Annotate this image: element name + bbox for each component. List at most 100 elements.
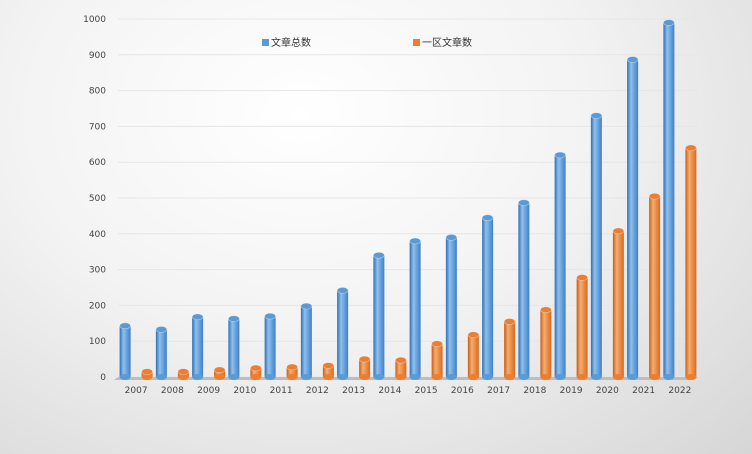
bar-q1-2014 — [395, 356, 407, 380]
bar-body — [409, 240, 421, 377]
bar-top — [358, 355, 371, 363]
bar-top — [576, 274, 588, 281]
bar-q1-2018 — [540, 306, 552, 380]
bar-top — [648, 192, 661, 200]
bar-top — [590, 112, 603, 119]
bar-base — [409, 374, 421, 380]
axes: 0 100 200 300 400 500 600 700 800 900 1000 2007 2008… — [83, 15, 698, 396]
bar-base — [590, 374, 602, 380]
bar-total-2007 — [119, 322, 131, 380]
bar-top — [119, 322, 131, 330]
bar-base — [177, 374, 189, 380]
bar-q1-2008 — [177, 368, 190, 380]
bar-base — [518, 374, 530, 380]
bar-total-2019 — [554, 151, 566, 380]
bar-base — [627, 374, 639, 380]
bar-top — [155, 326, 168, 333]
bar-base — [214, 374, 226, 380]
y-tick-label: 800 — [89, 87, 106, 97]
bar-base — [445, 374, 457, 380]
bars — [119, 19, 697, 380]
bar-total-2012 — [300, 302, 313, 380]
x-tick-label: 2013 — [342, 386, 365, 396]
bar-top — [445, 234, 458, 241]
bar-total-2014 — [373, 251, 385, 380]
x-tick-label: 2008 — [161, 386, 184, 396]
bar-base — [373, 374, 385, 380]
x-tick-label: 2009 — [197, 386, 220, 396]
bar-base — [649, 374, 661, 380]
bar-q1-2017 — [503, 318, 516, 380]
bar-base — [286, 374, 298, 380]
bar-body — [192, 316, 204, 377]
bar-total-2011 — [264, 312, 276, 380]
bar-base — [228, 374, 240, 380]
bar-top — [612, 227, 625, 235]
bar-body — [467, 334, 479, 377]
x-tick-label: 2018 — [523, 386, 546, 396]
bar-top — [431, 340, 443, 348]
bar-top — [141, 368, 153, 375]
bar-body — [518, 202, 530, 377]
bar-top — [177, 368, 190, 375]
bar-body — [395, 360, 407, 377]
bar-base — [119, 374, 131, 380]
bar-top — [322, 362, 335, 369]
bar-body — [214, 369, 226, 377]
bar-base — [663, 374, 675, 380]
legend: 文章总数 一区文章数 — [262, 36, 472, 49]
bar-body — [337, 290, 349, 377]
bar-body — [264, 316, 276, 377]
bar-total-2018 — [518, 199, 530, 380]
bar-body — [250, 368, 262, 377]
bar-base — [540, 374, 552, 380]
bar-body — [540, 309, 552, 377]
bar-q1-2013 — [358, 355, 371, 380]
bar-body — [119, 325, 131, 377]
bar-body — [431, 343, 443, 377]
bar-base — [300, 374, 312, 380]
bar-top — [685, 144, 697, 152]
x-tick-label: 2010 — [233, 386, 256, 396]
bar-base — [685, 374, 697, 380]
bar-base — [155, 374, 167, 380]
bar-body — [627, 59, 639, 377]
bar-total-2016 — [445, 234, 458, 380]
bar-total-2022 — [663, 19, 675, 380]
bar-base — [337, 374, 349, 380]
legend-swatch — [413, 39, 420, 46]
x-tick-label: 2021 — [632, 386, 655, 396]
bar-q1-2020 — [612, 227, 625, 380]
bar-q1-2009 — [213, 366, 226, 380]
bar-base — [359, 374, 371, 380]
y-tick-label: 200 — [89, 301, 106, 311]
bar-top — [503, 318, 516, 325]
x-tick-label: 2020 — [596, 386, 619, 396]
y-tick-label: 300 — [89, 266, 106, 276]
bar-body — [482, 217, 494, 377]
bar-q1-2007 — [141, 368, 153, 380]
bar-body — [445, 237, 457, 377]
bar-body — [504, 321, 516, 377]
x-tick-label: 2019 — [560, 386, 583, 396]
x-tick-label: 2022 — [668, 386, 691, 396]
bar-total-2010 — [228, 315, 240, 380]
bar-q1-2022 — [685, 144, 697, 380]
bar-top — [228, 315, 240, 322]
bar-total-2009 — [191, 313, 204, 380]
x-tick-label: 2015 — [415, 386, 438, 396]
x-tick-label: 2014 — [378, 386, 401, 396]
bar-total-2017 — [481, 214, 494, 380]
x-tick-label: 2012 — [306, 386, 329, 396]
bar-total-2008 — [155, 326, 168, 380]
bar-base — [612, 374, 624, 380]
bar-base — [431, 374, 443, 380]
bar-base — [467, 374, 479, 380]
y-tick-label: 100 — [89, 337, 106, 347]
bar-q1-2010 — [250, 364, 262, 380]
legend-label: 文章总数 — [271, 36, 311, 49]
bar-top — [336, 287, 349, 294]
bar-q1-2016 — [467, 331, 480, 380]
